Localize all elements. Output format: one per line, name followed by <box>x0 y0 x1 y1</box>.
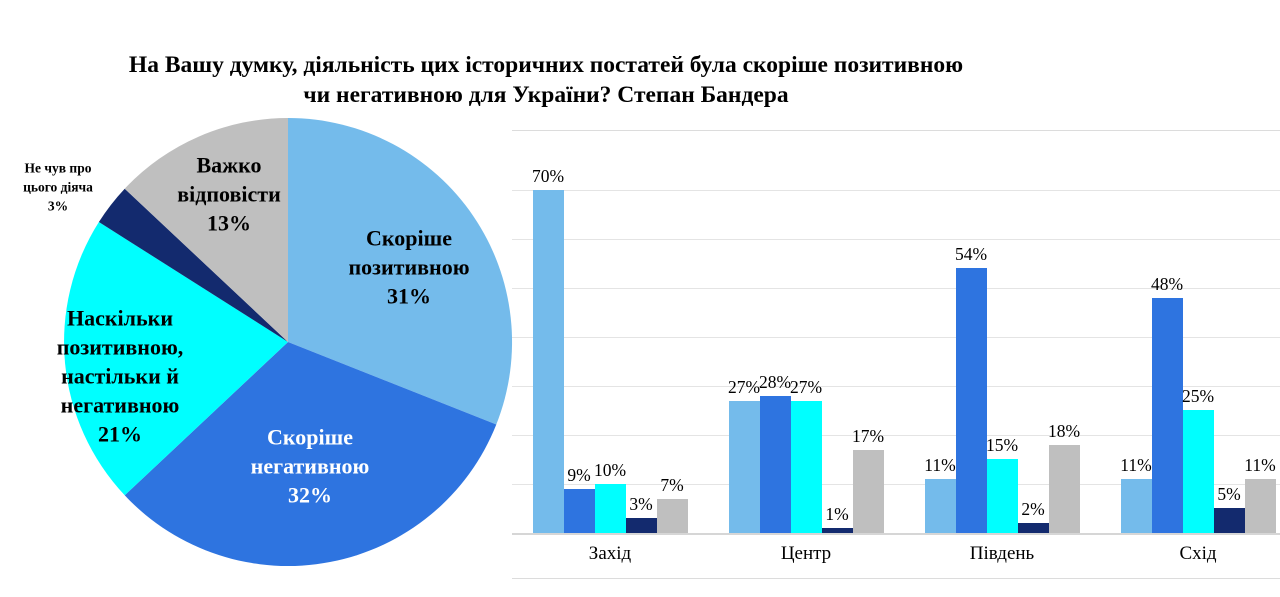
pie-slice-hard-to-say <box>124 118 288 342</box>
bar-Центр-mixed <box>791 401 822 533</box>
pie-label-hard-to-say: Важко відповісти 13% <box>159 150 299 237</box>
bar-value-label-Схід-negative: 48% <box>1150 274 1184 294</box>
bar-value-label-Центр-mixed: 27% <box>789 377 823 397</box>
bar-Захід-positive <box>533 190 564 533</box>
bar-Схід-not_heard <box>1214 508 1245 533</box>
pie-label-negative-text: Скоріше негативною <box>250 424 370 479</box>
bar-Південь-positive <box>925 479 956 533</box>
bar-value-label-Захід-positive: 70% <box>531 166 565 186</box>
bar-Схід-hard_to_say <box>1245 479 1276 533</box>
bar-value-label-Схід-mixed: 25% <box>1181 386 1215 406</box>
bar-Південь-negative <box>956 268 987 533</box>
bar-value-label-Південь-positive: 11% <box>924 455 956 475</box>
pie-label-not-heard: Не чув про цього діяча 3% <box>14 160 102 217</box>
bar-value-label-Центр-not_heard: 1% <box>825 504 849 524</box>
bar-x-axis-line <box>512 533 1280 535</box>
bar-value-label-Захід-mixed: 10% <box>593 460 627 480</box>
bar-Центр-hard_to_say <box>853 450 884 533</box>
bar-value-label-Схід-hard_to_say: 11% <box>1244 455 1276 475</box>
pie-label-not-heard-text: Не чув про цього діяча <box>23 160 93 195</box>
bar-Центр-not_heard <box>822 528 853 533</box>
category-label-Центр: Центр <box>780 543 832 564</box>
bar-Схід-negative <box>1152 298 1183 533</box>
bar-Захід-mixed <box>595 484 626 533</box>
bar-chart-bottom-border <box>512 578 1280 579</box>
pie-slice-positive <box>288 117 513 425</box>
gridline-20 <box>512 435 1280 436</box>
pie-label-positive-pct: 31% <box>387 283 431 309</box>
pie-label-hard-to-say-text: Важко відповісти <box>177 152 281 207</box>
category-label-Схід: Схід <box>1179 543 1217 564</box>
bar-value-label-Захід-negative: 9% <box>567 465 591 485</box>
gridline-50 <box>512 288 1280 289</box>
bar-Центр-negative <box>760 396 791 533</box>
bar-plot-top-border <box>512 130 1280 131</box>
bar-Захід-not_heard <box>626 518 657 533</box>
pie-label-mixed: Наскільки позитивною, настільки й негати… <box>35 303 205 448</box>
pie-label-not-heard-pct: 3% <box>47 198 69 214</box>
bar-Схід-positive <box>1121 479 1152 533</box>
pie-label-negative: Скоріше негативною 32% <box>235 422 385 509</box>
bar-value-label-Центр-negative: 28% <box>758 372 792 392</box>
gridline-40 <box>512 337 1280 338</box>
gridline-60 <box>512 239 1280 240</box>
gridline-30 <box>512 386 1280 387</box>
pie-label-positive: Скоріше позитивною 31% <box>334 223 484 310</box>
bar-value-label-Схід-positive: 11% <box>1120 455 1152 475</box>
bar-Захід-negative <box>564 489 595 533</box>
bar-Південь-mixed <box>987 459 1018 533</box>
bar-value-label-Південь-negative: 54% <box>954 244 988 264</box>
bar-Центр-positive <box>729 401 760 533</box>
bar-Південь-hard_to_say <box>1049 445 1080 533</box>
bar-value-label-Центр-positive: 27% <box>727 377 761 397</box>
pie-slice-negative <box>124 342 497 567</box>
bar-Південь-not_heard <box>1018 523 1049 533</box>
bar-Схід-mixed <box>1183 410 1214 533</box>
category-label-Захід: Захід <box>588 543 632 564</box>
gridline-70 <box>512 190 1280 191</box>
bar-value-label-Південь-mixed: 15% <box>985 435 1019 455</box>
pie-label-negative-pct: 32% <box>288 482 332 508</box>
gridline-10 <box>512 484 1280 485</box>
bar-value-label-Схід-not_heard: 5% <box>1217 484 1241 504</box>
pie-slice-not-heard <box>98 188 289 342</box>
pie-label-mixed-text: Наскільки позитивною, настільки й негати… <box>56 305 184 418</box>
bar-value-label-Захід-hard_to_say: 7% <box>660 475 684 495</box>
bar-Захід-hard_to_say <box>657 499 688 533</box>
bar-value-label-Південь-not_heard: 2% <box>1021 499 1045 519</box>
bar-value-label-Захід-not_heard: 3% <box>629 494 653 514</box>
bar-value-label-Центр-hard_to_say: 17% <box>851 426 885 446</box>
pie-label-mixed-pct: 21% <box>98 421 142 447</box>
pie-slice-mixed <box>64 222 289 496</box>
pie-label-hard-to-say-pct: 13% <box>207 210 251 236</box>
chart-title: На Вашу думку, діяльність цих історичних… <box>128 52 964 109</box>
pie-label-positive-text: Скоріше позитивною <box>348 225 470 280</box>
bar-value-label-Південь-hard_to_say: 18% <box>1047 421 1081 441</box>
pie-chart <box>64 117 513 567</box>
category-label-Південь: Південь <box>969 543 1035 564</box>
